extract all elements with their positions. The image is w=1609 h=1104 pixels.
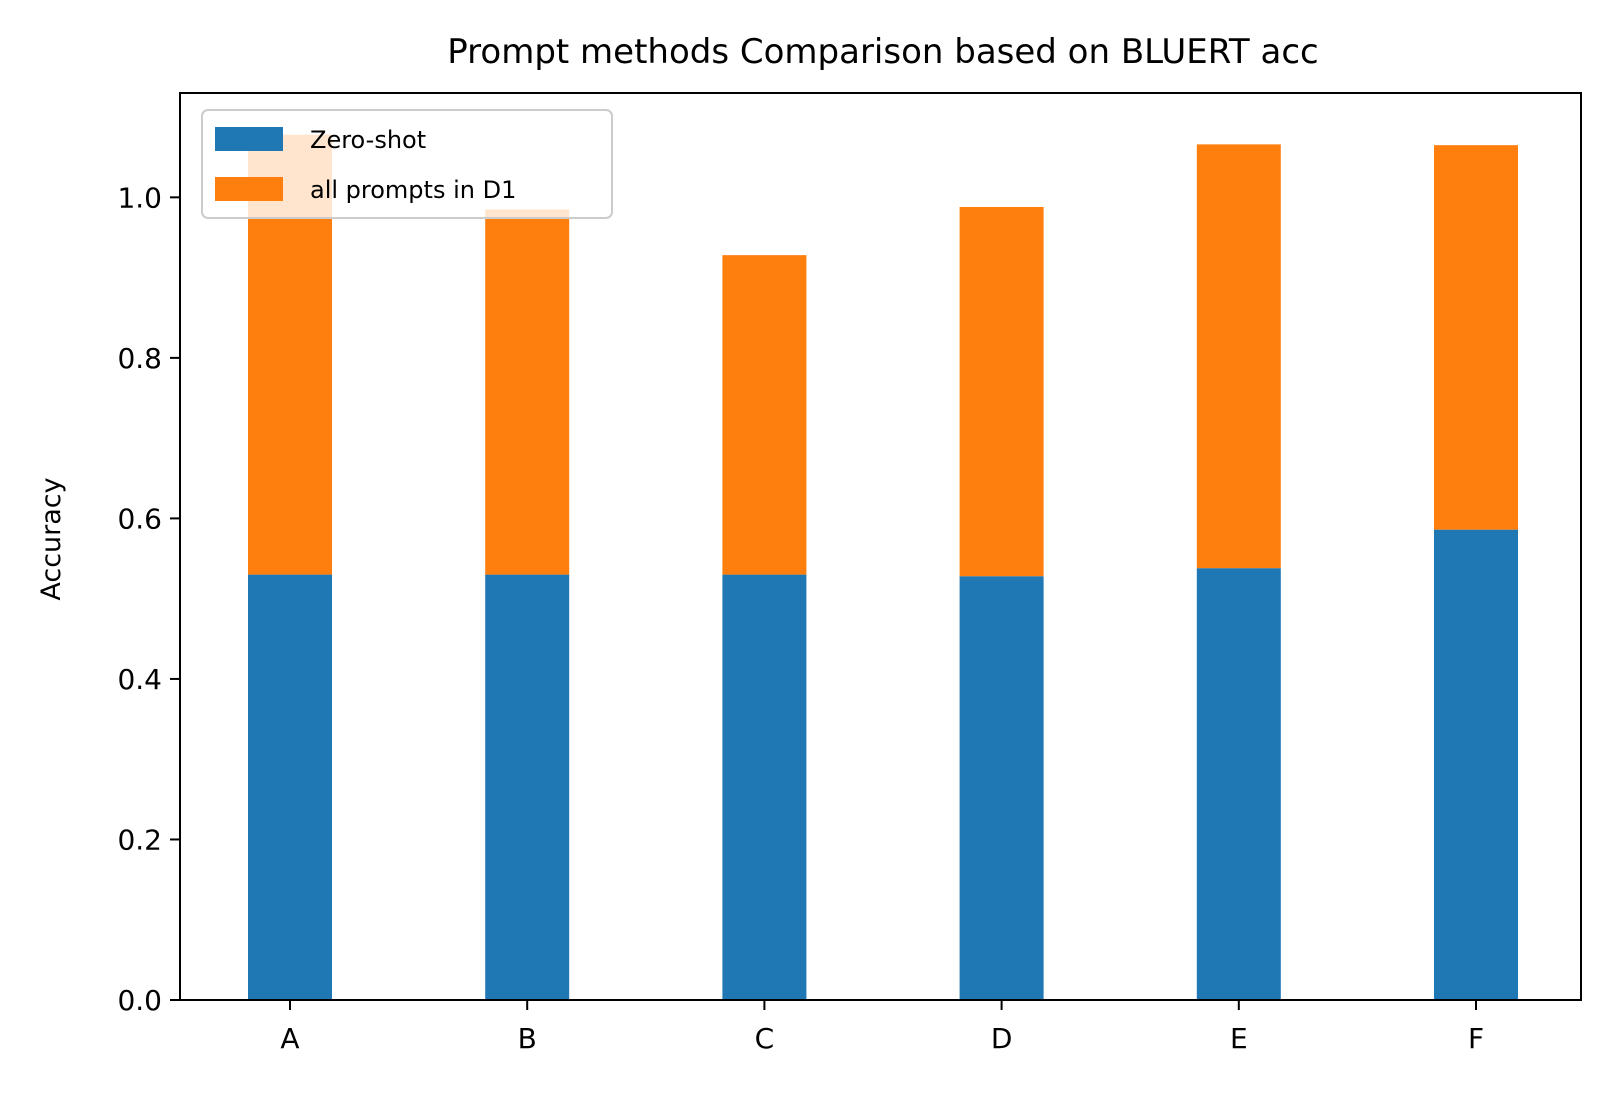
y-tick-label: 0.2 <box>117 823 162 856</box>
y-tick-label: 0.0 <box>117 984 162 1017</box>
bar-f-series-2 <box>1434 145 1518 530</box>
legend-swatch <box>215 177 283 201</box>
plot-frame <box>179 92 1582 1001</box>
bar-b-series-2 <box>485 209 570 575</box>
y-tick-label: 0.4 <box>117 663 162 696</box>
bar-a-series-1 <box>248 574 332 1000</box>
bar-e-series-1 <box>1196 568 1281 1000</box>
ticks-layer: A B C D E F 0.0 0.2 0.4 0.6 0.8 1.0 <box>117 181 1484 1055</box>
legend-label: Zero-shot <box>310 126 426 154</box>
legend: Zero-shot all prompts in D1 <box>201 109 613 219</box>
x-tick-label: D <box>991 1022 1013 1055</box>
bar-c-series-2 <box>722 255 807 575</box>
x-tick-label: E <box>1230 1022 1248 1055</box>
bar-c-series-1 <box>722 574 807 1000</box>
legend-swatch <box>215 127 283 151</box>
chart-title: Prompt methods Comparison based on BLUER… <box>447 32 1318 72</box>
y-tick-label: 0.8 <box>117 342 162 375</box>
bars-layer <box>248 134 1518 1000</box>
bar-d-series-1 <box>959 576 1044 1000</box>
bar-e-series-2 <box>1196 144 1281 569</box>
x-tick-label: C <box>755 1022 775 1055</box>
x-tick-label: F <box>1468 1022 1484 1055</box>
y-tick-label: 0.6 <box>117 502 162 535</box>
legend-label: all prompts in D1 <box>310 176 516 204</box>
bar-b-series-1 <box>485 574 570 1000</box>
legend-box <box>201 109 613 219</box>
y-axis-label: Accuracy <box>36 477 67 600</box>
x-tick-label: B <box>518 1022 537 1055</box>
bar-d-series-2 <box>959 206 1044 577</box>
y-tick-label: 1.0 <box>117 181 162 214</box>
x-tick-label: A <box>280 1022 299 1055</box>
bar-f-series-1 <box>1434 529 1518 1000</box>
